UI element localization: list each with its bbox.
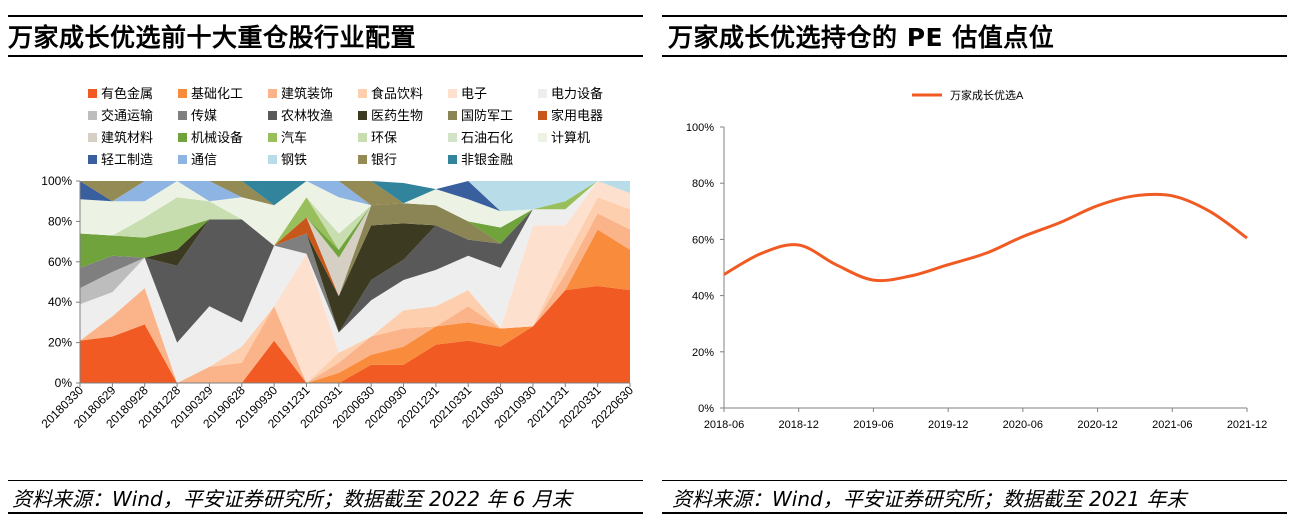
x-tick-label-4: 2020-06	[1003, 419, 1043, 431]
legend-swatch-7	[178, 111, 187, 120]
legend-swatch-1	[178, 89, 187, 98]
legend-label-12: 建筑材料	[101, 130, 153, 146]
legend-swatch-5	[538, 89, 547, 98]
area-series-21	[80, 181, 630, 206]
legend-swatch-17	[538, 133, 547, 142]
legend-swatch-3	[358, 89, 367, 98]
legend-label-20: 钢铁	[281, 153, 307, 168]
legend-swatch-22	[448, 155, 457, 164]
y-tick-label-0: 0%	[698, 403, 714, 415]
title-bottom-rule	[8, 55, 643, 57]
title-top-rule	[662, 15, 1287, 17]
legend-label-0: 万家成长优选A	[950, 88, 1024, 102]
right-source-note: 资料来源：Wind，平安证券研究所；数据截至 2021 年末	[672, 487, 1187, 511]
area-series-8	[80, 181, 630, 343]
legend-swatch-19	[178, 155, 187, 164]
legend-label-14: 汽车	[281, 130, 307, 146]
legend-label-2: 建筑装饰	[281, 86, 333, 102]
legend-label-19: 通信	[191, 153, 217, 168]
area-series-9	[80, 181, 630, 333]
legend-label-15: 环保	[371, 131, 397, 146]
legend-label-9: 医药生物	[371, 109, 423, 124]
legend-label-8: 农林牧渔	[281, 109, 333, 124]
source-top-rule	[8, 480, 643, 481]
y-tick-label-5: 100%	[41, 174, 72, 188]
legend-label-5: 电力设备	[551, 86, 603, 102]
legend-label-13: 机械设备	[191, 130, 243, 146]
legend-swatch-6	[88, 111, 97, 120]
legend-swatch-16	[448, 133, 457, 142]
x-tick-label-5: 2020-12	[1077, 419, 1117, 431]
legend-label-11: 家用电器	[551, 108, 603, 124]
left-source-note: 资料来源：Wind，平安证券研究所；数据截至 2022 年 6 月末	[12, 487, 572, 511]
area-series-19	[80, 181, 630, 212]
legend-swatch-21	[358, 155, 367, 164]
right-panel: 万家成长优选持仓的 PE 估值点位 万家成长优选A 0% 20% 40% 60% 80% 1…	[660, 0, 1290, 525]
legend-swatch-9	[358, 111, 367, 120]
y-tick-label-1: 20%	[48, 336, 72, 350]
legend-label-0: 有色金属	[101, 86, 153, 102]
pe-valuation-chart: 万家成长优选A 0% 20% 40% 60% 80% 100% 2018-06 2018-12 2…	[686, 88, 1267, 431]
legend-swatch-20	[268, 155, 277, 164]
title-top-rule	[8, 15, 643, 17]
legend-label-22: 非银金融	[461, 152, 513, 168]
legend-swatch-2	[268, 89, 277, 98]
y-tick-label-5: 100%	[686, 122, 714, 134]
legend-swatch-10	[448, 111, 457, 120]
y-tick-label-3: 60%	[692, 234, 714, 246]
legend-swatch-8	[268, 111, 277, 120]
legend-label-21: 银行	[371, 153, 397, 168]
legend-label-16: 石油石化	[461, 131, 513, 146]
area-series-20	[80, 181, 630, 212]
x-tick-label-7: 2021-12	[1227, 419, 1267, 431]
source-top-rule	[662, 480, 1287, 481]
legend-swatch-0	[88, 89, 97, 98]
x-tick-label-3: 2019-12	[928, 419, 968, 431]
y-tick-label-4: 80%	[48, 214, 72, 228]
area-series-15	[80, 181, 630, 250]
left-panel: 万家成长优选前十大重仓股行业配置 有色金属 基础化工 建筑装饰 食品饮料 电子 电力设备交…	[8, 15, 643, 514]
source-bottom-rule	[662, 512, 1287, 514]
area-series-1	[80, 229, 630, 383]
area-series-3	[80, 197, 630, 383]
legend-label-10: 国防军工	[461, 108, 513, 124]
area-series-18	[80, 181, 630, 212]
y-tick-label-2: 40%	[48, 295, 72, 309]
legend-label-1: 基础化工	[191, 87, 243, 102]
source-bottom-rule	[8, 512, 643, 514]
legend-label-4: 电子	[461, 87, 487, 102]
x-tick-label-6: 2021-06	[1152, 419, 1192, 431]
legend-swatch-4	[448, 89, 457, 98]
title-bottom-rule	[662, 55, 1287, 57]
x-tick-label-1: 2018-12	[779, 419, 819, 431]
legend-swatch-12	[88, 133, 97, 142]
left-chart-title: 万家成长优选前十大重仓股行业配置	[8, 23, 417, 52]
y-tick-label-0: 0%	[55, 376, 73, 390]
y-tick-label-1: 20%	[692, 347, 714, 359]
series-line-0	[723, 192, 1248, 283]
right-chart-title: 万家成长优选持仓的 PE 估值点位	[668, 23, 1055, 52]
y-tick-label-2: 40%	[692, 291, 714, 303]
legend-swatch-13	[178, 133, 187, 142]
y-tick-label-3: 60%	[48, 255, 72, 269]
legend-swatch-15	[358, 133, 367, 142]
legend-swatch-14	[268, 133, 277, 142]
legend-label-3: 食品饮料	[371, 86, 423, 102]
area-series-0	[80, 286, 630, 383]
legend-swatch-18	[88, 155, 97, 164]
legend-swatch-11	[538, 111, 547, 120]
x-tick-label-2: 2019-06	[853, 419, 893, 431]
legend-label-17: 计算机	[551, 131, 590, 146]
area-series-17	[80, 181, 630, 246]
legend-label-7: 传媒	[191, 109, 217, 124]
y-tick-label-4: 80%	[692, 178, 714, 190]
legend-label-18: 轻工制造	[101, 153, 153, 168]
area-series-12	[80, 181, 630, 297]
area-series-5	[80, 181, 630, 383]
x-tick-label-0: 2018-06	[704, 419, 744, 431]
area-series-4	[80, 181, 630, 383]
legend-label-6: 交通运输	[101, 108, 153, 124]
